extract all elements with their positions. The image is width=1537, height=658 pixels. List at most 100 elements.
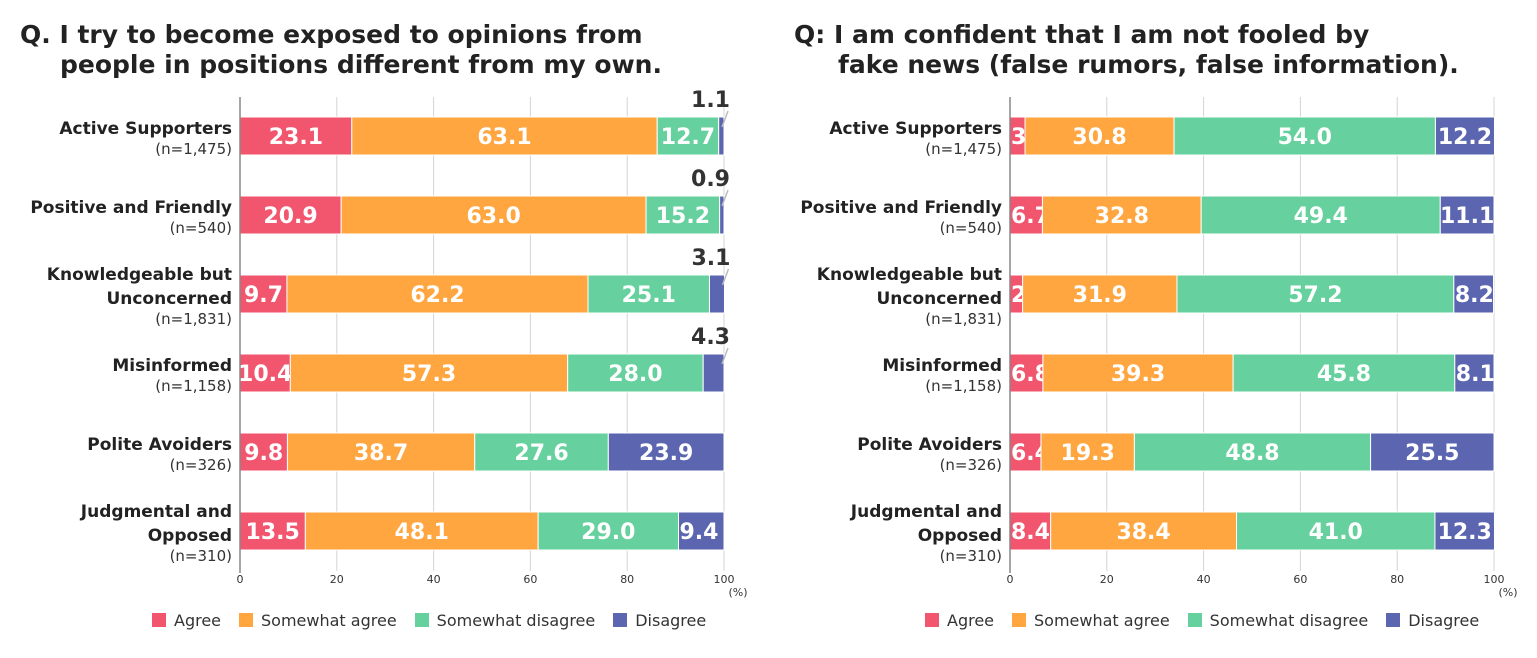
category-n-label: (n=1,475) bbox=[925, 140, 1002, 158]
data-label: 54.0 bbox=[1278, 125, 1332, 150]
bar-segment-somewhat-disagree bbox=[474, 432, 609, 472]
chart-panel-right: Q: I am confident that I am not fooled b… bbox=[770, 0, 1537, 658]
legend-label: Agree bbox=[174, 610, 222, 630]
data-label-callout: 1.1 bbox=[691, 88, 730, 113]
bar-segment-disagree bbox=[1434, 116, 1495, 156]
x-axis-unit-label: (%) bbox=[1498, 586, 1517, 599]
legend-item-disagree: Disagree bbox=[1386, 611, 1479, 630]
category-label: Active Supporters bbox=[59, 119, 232, 139]
x-tick-label: 0 bbox=[237, 573, 244, 586]
legend-label: Somewhat disagree bbox=[1209, 610, 1369, 630]
data-label: 9.4 bbox=[680, 520, 719, 545]
category-n-label: (n=1,475) bbox=[155, 140, 232, 158]
legend-label: Disagree bbox=[635, 610, 707, 630]
bar-segment-somewhat-disagree bbox=[537, 511, 680, 551]
chart-title-line-1: Q: I am confident that I am not fooled b… bbox=[794, 20, 1370, 49]
bar-segment-disagree bbox=[702, 353, 725, 393]
bar-segment-disagree bbox=[1453, 274, 1495, 314]
category-label: Misinformed bbox=[112, 356, 232, 376]
callout-leader-line bbox=[721, 189, 729, 207]
category-label: Misinformed bbox=[882, 356, 1002, 376]
legend-item-somewhat-agree: Somewhat agree bbox=[1012, 611, 1170, 630]
bar-segment-agree bbox=[239, 353, 291, 393]
bar-segment-somewhat-disagree bbox=[1176, 274, 1455, 314]
data-label: 57.2 bbox=[1288, 283, 1342, 308]
x-tick-label: 40 bbox=[427, 573, 441, 586]
legend-swatch-disagree bbox=[1386, 613, 1401, 627]
chart-panel-left: Q. I try to become exposed to opinions f… bbox=[0, 0, 768, 658]
category-label: Judgmental and bbox=[80, 502, 232, 522]
bar-segment-somewhat-agree bbox=[1042, 353, 1234, 393]
bar-segment-somewhat-agree bbox=[1022, 274, 1178, 314]
category-label: Active Supporters bbox=[829, 119, 1002, 139]
bar-segment-somewhat-agree bbox=[351, 116, 658, 156]
category-n-label: (n=540) bbox=[940, 219, 1002, 237]
bar-segment-somewhat-agree bbox=[1050, 511, 1238, 551]
data-label: 8.2 bbox=[1455, 283, 1494, 308]
bar-segment-agree bbox=[239, 511, 306, 551]
chart-title-line-2: fake news (false rumors, false informati… bbox=[838, 50, 1459, 79]
category-label: Judgmental and bbox=[850, 502, 1002, 522]
data-label: 10.4 bbox=[238, 362, 292, 387]
data-label: 12.7 bbox=[661, 125, 715, 150]
legend-label: Disagree bbox=[1408, 610, 1480, 630]
data-label: 23.9 bbox=[639, 441, 693, 466]
category-label: Opposed bbox=[148, 526, 232, 546]
x-tick-label: 40 bbox=[1197, 573, 1211, 586]
bar-segment-agree bbox=[1009, 511, 1052, 551]
data-label-callout: 0.9 bbox=[691, 167, 730, 192]
data-label: 28.0 bbox=[608, 362, 662, 387]
bar-segment-disagree bbox=[1439, 195, 1495, 235]
legend-swatch-somewhat-disagree bbox=[1187, 613, 1202, 627]
bar-segment-somewhat-agree bbox=[1040, 432, 1135, 472]
category-n-label: (n=1,831) bbox=[925, 310, 1002, 328]
data-label: 31.9 bbox=[1073, 283, 1127, 308]
legend-label: Agree bbox=[947, 610, 995, 630]
bar-segment-somewhat-disagree bbox=[1173, 116, 1436, 156]
data-label: 38.7 bbox=[354, 441, 408, 466]
bar-segment-somewhat-agree bbox=[340, 195, 647, 235]
bar-segment-somewhat-disagree bbox=[1200, 195, 1441, 235]
data-label: 57.3 bbox=[402, 362, 456, 387]
bar-segment-somewhat-agree bbox=[286, 274, 589, 314]
legend-swatch-disagree bbox=[613, 613, 628, 627]
data-label: 63.0 bbox=[466, 204, 520, 229]
callout-leader-line bbox=[721, 110, 729, 128]
chart-title-line-1: Q. I try to become exposed to opinions f… bbox=[20, 20, 643, 49]
bar-segment-agree bbox=[1009, 353, 1044, 393]
bar-segment-agree bbox=[1009, 432, 1042, 472]
legend-item-somewhat-disagree: Somewhat disagree bbox=[1187, 610, 1369, 630]
category-n-label: (n=1,158) bbox=[155, 377, 232, 395]
category-label: Knowledgeable but bbox=[47, 265, 232, 285]
category-label: Polite Avoiders bbox=[87, 435, 232, 455]
legend-label: Somewhat disagree bbox=[436, 610, 596, 630]
data-label: 12.3 bbox=[1438, 520, 1492, 545]
legend-item-somewhat-agree: Somewhat agree bbox=[239, 611, 397, 630]
legend-swatch-agree bbox=[925, 613, 939, 627]
x-tick-label: 0 bbox=[1007, 573, 1014, 586]
data-label: 41.0 bbox=[1309, 520, 1363, 545]
bar-segment-agree bbox=[239, 116, 353, 156]
category-label: Knowledgeable but bbox=[817, 265, 1002, 285]
bar-segment-disagree bbox=[1454, 353, 1495, 393]
data-label: 30.8 bbox=[1072, 125, 1126, 150]
data-label: 25.1 bbox=[622, 283, 676, 308]
category-label: Positive and Friendly bbox=[30, 198, 232, 218]
data-label-callout: 3.1 bbox=[691, 246, 730, 271]
bar-segment-somewhat-agree bbox=[286, 432, 476, 472]
legend-item-somewhat-disagree: Somewhat disagree bbox=[414, 610, 596, 630]
data-label: 9.7 bbox=[244, 283, 283, 308]
x-tick-label: 60 bbox=[1293, 573, 1307, 586]
legend-item-disagree: Disagree bbox=[613, 611, 706, 630]
category-label: Polite Avoiders bbox=[857, 435, 1002, 455]
data-label-callout: 4.3 bbox=[691, 325, 730, 350]
chart-title-line-2: people in positions different from my ow… bbox=[60, 50, 662, 79]
x-tick-label: 80 bbox=[620, 573, 634, 586]
x-tick-label: 60 bbox=[523, 573, 537, 586]
data-label: 48.8 bbox=[1225, 441, 1279, 466]
category-n-label: (n=326) bbox=[940, 456, 1002, 474]
legend-swatch-somewhat-agree bbox=[239, 613, 254, 627]
legend-swatch-agree bbox=[152, 613, 166, 627]
bar-segment-disagree bbox=[1370, 432, 1495, 472]
legend-item-agree: Agree bbox=[925, 611, 994, 630]
